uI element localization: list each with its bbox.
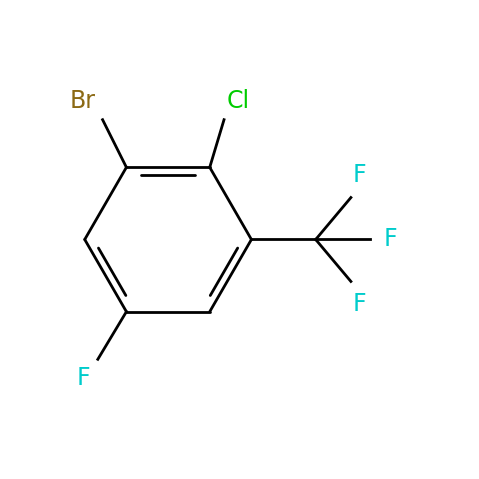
Text: Br: Br <box>69 89 95 113</box>
Text: F: F <box>77 366 91 390</box>
Text: F: F <box>353 292 366 316</box>
Text: F: F <box>353 163 366 187</box>
Text: Cl: Cl <box>227 89 250 113</box>
Text: F: F <box>384 228 398 251</box>
